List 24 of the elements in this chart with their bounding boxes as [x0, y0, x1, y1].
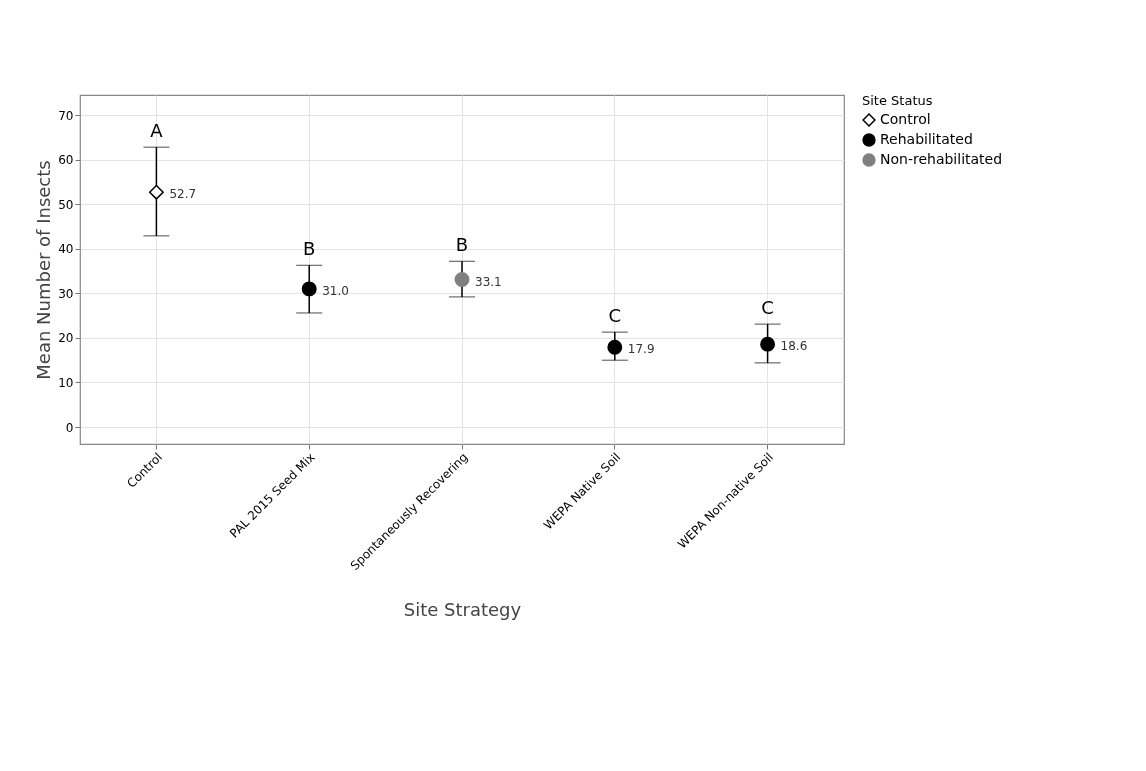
y-tick-label: 10 — [58, 375, 74, 390]
y-tick-label: 70 — [58, 108, 74, 123]
annotation: A — [150, 120, 164, 142]
data-label: 33.1 — [475, 274, 502, 289]
legend-label: Non-rehabilitated — [880, 151, 1003, 167]
annotation: B — [303, 238, 316, 260]
legend-label: Rehabilitated — [880, 131, 973, 147]
legend-label: Control — [880, 111, 931, 127]
legend-title: Site Status — [862, 93, 933, 108]
data-label: 31.0 — [322, 283, 349, 298]
data-label: 52.7 — [169, 187, 197, 202]
y-tick-label: 40 — [58, 242, 74, 257]
annotation: C — [608, 305, 622, 327]
x-axis-title: Site Strategy — [403, 599, 522, 621]
y-axis-title: Mean Number of Insects — [33, 160, 55, 380]
y-tick-label: 20 — [58, 331, 74, 346]
annotation: C — [761, 297, 774, 319]
y-tick-label: 50 — [58, 197, 74, 212]
y-tick-label: 30 — [58, 286, 74, 301]
annotation: B — [455, 234, 469, 256]
data-label: 17.9 — [627, 342, 655, 357]
y-tick-label: 60 — [58, 153, 74, 168]
data-label: 18.6 — [780, 339, 808, 354]
y-tick-label: 0 — [65, 420, 74, 435]
